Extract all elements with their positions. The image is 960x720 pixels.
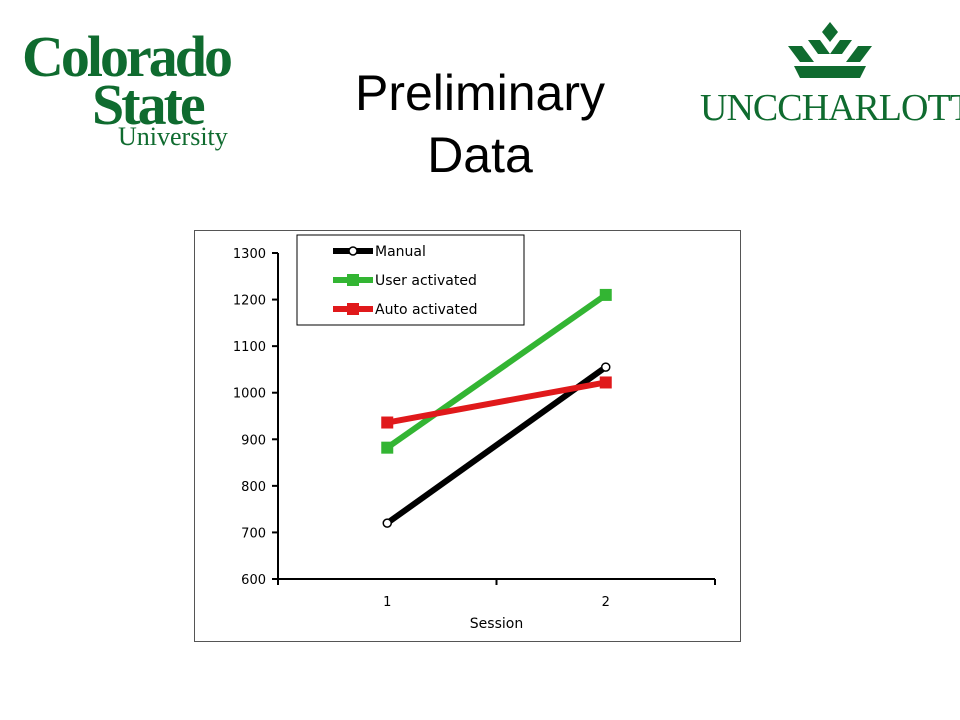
legend-label: Auto activated xyxy=(375,302,477,318)
data-point xyxy=(381,441,394,454)
legend-marker xyxy=(347,303,359,315)
unc-wordmark: UNCCHARLOTTE xyxy=(700,87,960,129)
legend-marker xyxy=(348,246,358,256)
y-tick-label: 1100 xyxy=(233,340,266,355)
x-axis-label: Session xyxy=(470,616,523,632)
series-line xyxy=(386,379,607,426)
y-tick-label: 800 xyxy=(241,480,266,495)
data-point xyxy=(599,288,612,301)
colorado-state-logo: Colorado State University xyxy=(22,26,292,156)
series-line xyxy=(385,292,608,451)
crown-emblem-icon xyxy=(788,22,872,78)
y-tick-label: 900 xyxy=(241,433,266,448)
y-tick-label: 1200 xyxy=(233,294,266,309)
y-tick-label: 600 xyxy=(241,573,266,588)
y-tick-label: 1000 xyxy=(233,387,266,402)
line-chart: 600 700 800 900 1000 1100 1200 1300 1 2 Session Man… xyxy=(233,234,716,632)
y-tick-label: 700 xyxy=(241,526,266,541)
unc-charlotte-logo: UNCCHARLOTTE xyxy=(700,20,960,140)
slide-title: Preliminary Data xyxy=(300,62,660,186)
slide-title-line2: Data xyxy=(427,127,533,183)
legend-marker xyxy=(347,274,359,286)
slide-title-line1: Preliminary xyxy=(354,65,606,121)
csu-logo-line1: Colorado xyxy=(22,24,233,89)
csu-logo-line3: University xyxy=(118,122,228,151)
legend-label: Manual xyxy=(375,244,426,260)
csu-logo-line2: State xyxy=(92,72,206,137)
chart-frame: 600 700 800 900 1000 1100 1200 1300 1 2 Session Man… xyxy=(194,230,741,642)
data-point xyxy=(381,416,394,429)
legend-label: User activated xyxy=(375,273,477,289)
y-tick-label: 1300 xyxy=(233,247,266,262)
x-tick-label: 2 xyxy=(602,595,610,610)
series-line xyxy=(385,364,608,526)
data-point xyxy=(382,518,392,528)
data-point xyxy=(601,362,611,372)
data-point xyxy=(599,376,612,389)
x-tick-label: 1 xyxy=(383,595,391,610)
